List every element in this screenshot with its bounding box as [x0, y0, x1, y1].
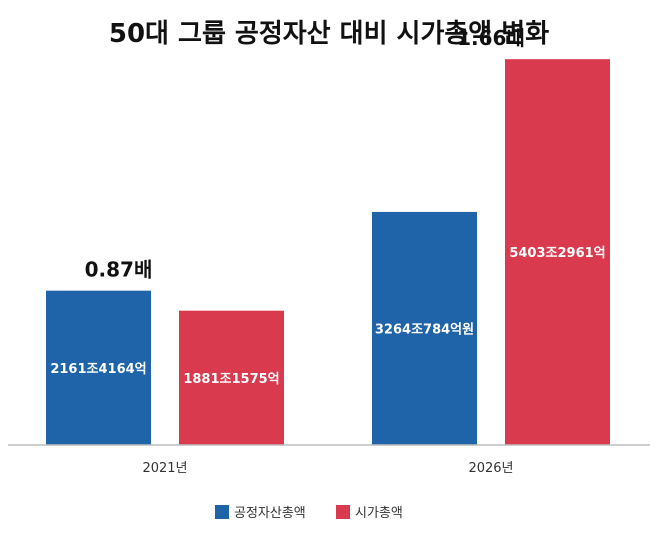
legend: 공정자산총액 시가총액	[215, 505, 403, 521]
bar-value-label: 3264조784억원	[375, 322, 474, 337]
bar-market-cap-0	[179, 310, 284, 445]
x-tick-label: 2026년	[468, 461, 513, 476]
bar-assets-1	[372, 211, 477, 445]
legend-swatch-assets	[215, 505, 229, 519]
bar-value-label: 1881조1575억	[183, 372, 279, 387]
legend-swatch-market-cap	[336, 505, 350, 519]
chart-title: 50대 그룹 공정자산 대비 시가총액 변화	[109, 19, 549, 49]
bar-market-cap-1	[505, 59, 610, 445]
plot-area: 2161조4164억 1881조1575억 0.87배 2021년 3264조784억원…	[46, 26, 610, 476]
ratio-label: 0.87배	[85, 258, 153, 282]
legend-label: 시가총액	[355, 506, 403, 521]
legend-label: 공정자산총액	[234, 506, 306, 521]
bar-value-label: 2161조4164억	[50, 362, 146, 377]
x-tick-label: 2021년	[142, 461, 187, 476]
ratio-label: 1.66배	[457, 26, 525, 50]
bar-value-label: 5403조2961억	[509, 246, 605, 261]
bar-assets-0	[46, 290, 151, 445]
